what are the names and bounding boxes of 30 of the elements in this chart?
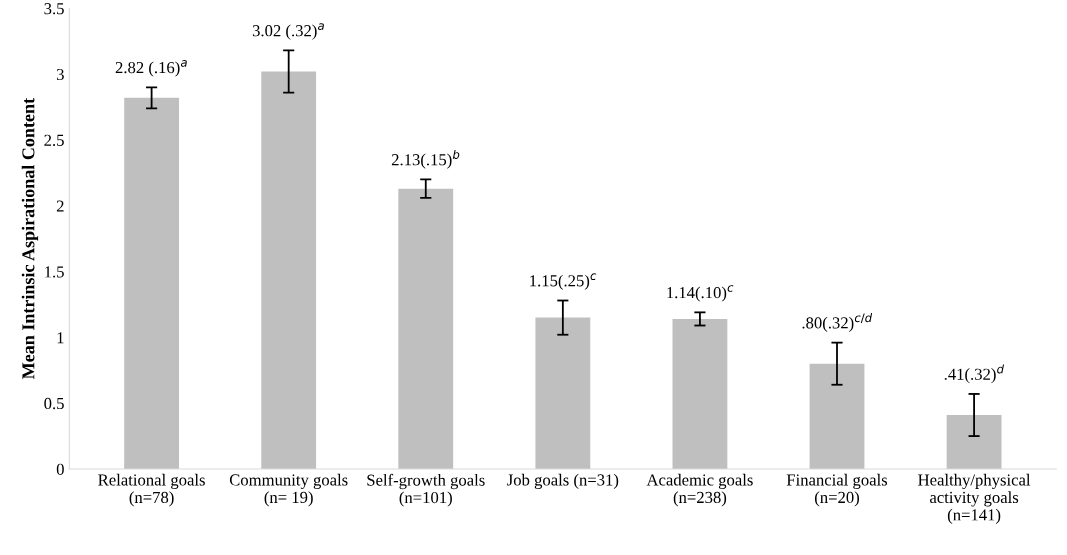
y-tick-label: 2: [56, 200, 64, 212]
bar: [124, 97, 180, 469]
y-tick-label: 0: [56, 463, 64, 475]
data-label: 2.82 (.16)$^{a}$: [115, 60, 187, 77]
bar: [946, 415, 1002, 469]
y-axis-title: Mean Intrinsic Aspirational Content: [21, 98, 39, 380]
y-tick-label: 1.5: [45, 266, 64, 278]
y-tick-label: 3.5: [44, 3, 64, 15]
y-tick-label: 3: [56, 68, 64, 81]
bar: [398, 188, 454, 469]
data-label: 3.02 (.32)$^{a}$: [252, 23, 324, 40]
y-tick-label: 2.5: [44, 134, 64, 146]
bar: [672, 318, 728, 469]
data-label: .80(.32)$^{c/d}$: [802, 313, 873, 332]
data-label: 1.15(.25)$^{c}$: [530, 273, 597, 290]
data-label: .41(.32)$^{d}$: [944, 364, 1005, 384]
data-label: 1.14(.10)$^{c}$: [667, 285, 734, 302]
x-tick-label: Financial goals (n=20): [786, 473, 888, 507]
data-label: 2.13(.15)$^{b}$: [391, 149, 460, 169]
x-tick-label: Self-growth goals (n=101): [367, 473, 485, 507]
x-tick-label: Academic goals (n=238): [646, 473, 753, 507]
y-tick-label: 0.5: [44, 397, 64, 410]
bar: [535, 317, 591, 469]
x-tick-label: Healthy/physical activity goals (n=141): [918, 473, 1031, 524]
x-tick-label: Relational goals (n=78): [98, 473, 205, 507]
bar: [261, 71, 317, 469]
bar: [809, 363, 865, 469]
x-tick-label: Job goals (n=31): [507, 473, 619, 489]
y-tick-label: 1: [57, 332, 64, 344]
x-tick-label: Community goals (n= 19): [229, 473, 348, 507]
